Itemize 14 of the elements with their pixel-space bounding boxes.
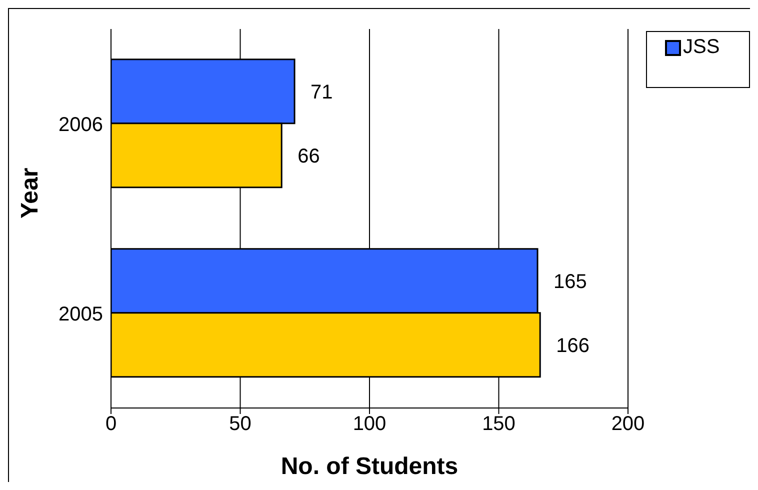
y-tick-label: 2005 [58, 303, 103, 326]
y-axis-title: Year [16, 168, 44, 218]
y-tick-label: 2006 [58, 114, 103, 136]
data-label: 166 [556, 334, 590, 357]
x-axis-title: No. of Students [280, 453, 458, 480]
x-tick-label: 100 [352, 413, 386, 436]
x-tick-label: 200 [611, 413, 645, 436]
x-tick-label: 150 [482, 413, 516, 436]
data-label: 165 [554, 270, 587, 293]
data-label: 66 [298, 145, 320, 168]
legend-label: JSS [683, 36, 720, 59]
data-label: 71 [310, 81, 333, 104]
x-tick-label: 50 [229, 413, 252, 436]
x-tick-label: 0 [105, 413, 117, 436]
